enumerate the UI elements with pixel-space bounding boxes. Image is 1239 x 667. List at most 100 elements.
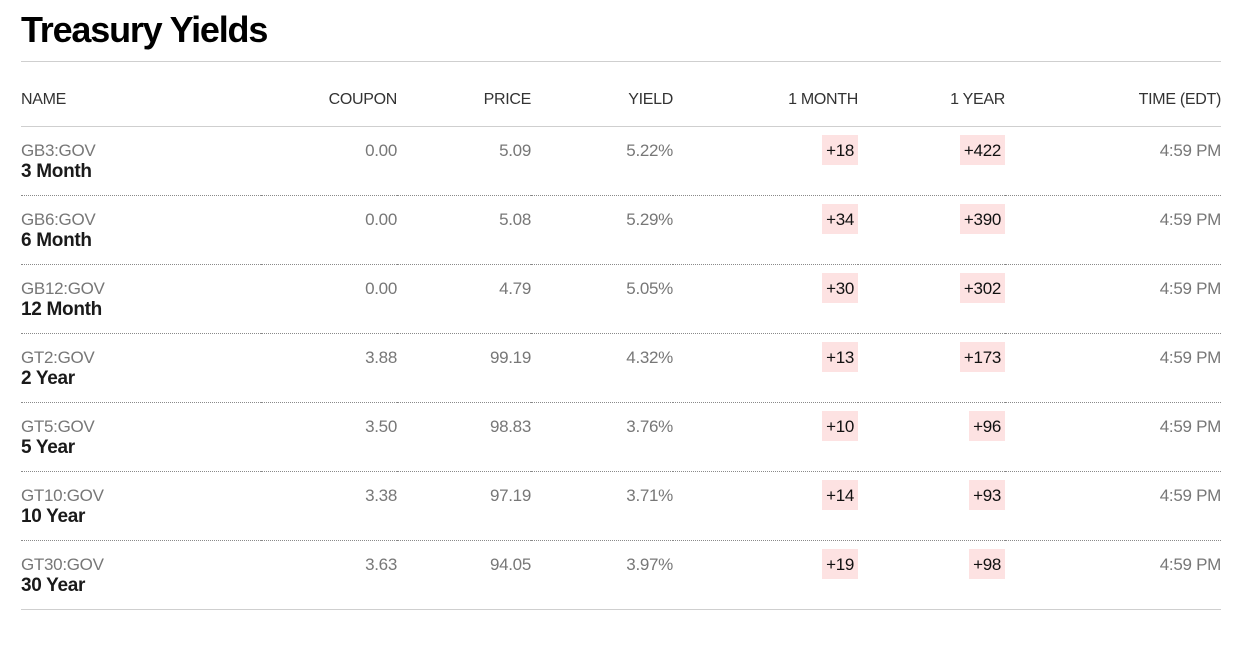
- one-year-cell: +302: [858, 264, 1005, 334]
- coupon-value: 0.00: [365, 209, 397, 229]
- yield-value: 4.32%: [626, 347, 673, 367]
- one-year-change-badge: +93: [969, 479, 1005, 510]
- one-year-change-badge: +98: [969, 548, 1005, 579]
- yield-cell: 3.97%: [531, 540, 673, 610]
- one-month-cell: +30: [673, 264, 858, 334]
- one-year-cell: +93: [858, 471, 1005, 541]
- ticker-link[interactable]: GT5:GOV: [21, 416, 95, 436]
- column-header-1-year[interactable]: 1 YEAR: [858, 62, 1005, 127]
- time-cell: 4:59 PM: [1005, 540, 1222, 610]
- table-row[interactable]: GT10:GOV 10 Year 3.38 97.19 3.71% +14 +9…: [21, 471, 1222, 541]
- price-value: 4.79: [499, 278, 531, 298]
- one-month-change-badge: +19: [822, 548, 858, 579]
- one-year-cell: +98: [858, 540, 1005, 610]
- security-name[interactable]: 12 Month: [21, 298, 102, 320]
- coupon-value: 0.00: [365, 140, 397, 160]
- ticker-link[interactable]: GT10:GOV: [21, 485, 104, 505]
- price-cell: 97.19: [397, 471, 531, 541]
- time-value: 4:59 PM: [1159, 278, 1222, 298]
- ticker-link[interactable]: GB12:GOV: [21, 278, 105, 298]
- column-header-name[interactable]: NAME: [21, 62, 261, 127]
- yield-cell: 5.05%: [531, 264, 673, 334]
- time-cell: 4:59 PM: [1005, 264, 1222, 334]
- security-cell[interactable]: GT2:GOV 2 Year: [21, 333, 261, 403]
- security-cell[interactable]: GT10:GOV 10 Year: [21, 471, 261, 541]
- security-name[interactable]: 3 Month: [21, 160, 92, 182]
- price-cell: 4.79: [397, 264, 531, 334]
- one-month-change-badge: +13: [822, 341, 858, 372]
- one-year-cell: +422: [858, 126, 1005, 196]
- time-value: 4:59 PM: [1159, 416, 1222, 436]
- price-cell: 5.09: [397, 126, 531, 196]
- table-row[interactable]: GT30:GOV 30 Year 3.63 94.05 3.97% +19 +9…: [21, 540, 1222, 610]
- coupon-cell: 3.38: [261, 471, 397, 541]
- yield-cell: 3.76%: [531, 402, 673, 472]
- column-header-coupon[interactable]: COUPON: [261, 62, 397, 127]
- yields-table: NAME COUPON PRICE YIELD 1 MONTH 1 YEAR T…: [21, 62, 1221, 610]
- yield-value: 3.76%: [626, 416, 673, 436]
- price-value: 99.19: [489, 347, 531, 367]
- security-name[interactable]: 10 Year: [21, 505, 86, 527]
- one-year-change-badge: +302: [959, 272, 1005, 303]
- coupon-value: 3.50: [365, 416, 397, 436]
- coupon-cell: 0.00: [261, 126, 397, 196]
- price-cell: 5.08: [397, 195, 531, 265]
- column-header-yield[interactable]: YIELD: [531, 62, 673, 127]
- security-cell[interactable]: GT30:GOV 30 Year: [21, 540, 261, 610]
- coupon-cell: 3.88: [261, 333, 397, 403]
- table-row[interactable]: GB6:GOV 6 Month 0.00 5.08 5.29% +34 +390…: [21, 195, 1222, 265]
- column-header-1-month[interactable]: 1 MONTH: [673, 62, 858, 127]
- table-row[interactable]: GB3:GOV 3 Month 0.00 5.09 5.22% +18 +422…: [21, 126, 1221, 196]
- column-header-time[interactable]: TIME (EDT): [1005, 62, 1221, 127]
- security-cell[interactable]: GB6:GOV 6 Month: [21, 195, 261, 265]
- ticker-link[interactable]: GB3:GOV: [21, 140, 96, 160]
- yield-value: 5.05%: [626, 278, 673, 298]
- one-year-cell: +173: [858, 333, 1005, 403]
- yield-cell: 4.32%: [531, 333, 673, 403]
- price-value: 97.19: [489, 485, 531, 505]
- security-name[interactable]: 6 Month: [21, 229, 92, 251]
- one-month-cell: +13: [673, 333, 858, 403]
- time-value: 4:59 PM: [1159, 209, 1222, 229]
- table-row[interactable]: GT5:GOV 5 Year 3.50 98.83 3.76% +10 +96 …: [21, 402, 1222, 472]
- security-cell[interactable]: GT5:GOV 5 Year: [21, 402, 261, 472]
- one-month-change-badge: +10: [822, 410, 858, 441]
- page-title: Treasury Yields: [21, 9, 268, 50]
- price-value: 98.83: [489, 416, 531, 436]
- yield-value: 5.22%: [626, 140, 673, 160]
- coupon-value: 0.00: [365, 278, 397, 298]
- one-month-cell: +10: [673, 402, 858, 472]
- one-month-change-badge: +14: [822, 479, 858, 510]
- security-cell[interactable]: GB12:GOV 12 Month: [21, 264, 261, 334]
- time-cell: 4:59 PM: [1005, 126, 1221, 196]
- one-month-change-badge: +30: [822, 272, 858, 303]
- security-cell[interactable]: GB3:GOV 3 Month: [21, 126, 261, 196]
- coupon-value: 3.63: [365, 554, 397, 574]
- table-row[interactable]: GB12:GOV 12 Month 0.00 4.79 5.05% +30 +3…: [21, 264, 1222, 334]
- price-value: 5.08: [499, 209, 531, 229]
- coupon-cell: 3.63: [261, 540, 397, 610]
- table-header-row: NAME COUPON PRICE YIELD 1 MONTH 1 YEAR T…: [21, 62, 1221, 127]
- security-name[interactable]: 5 Year: [21, 436, 75, 458]
- time-value: 4:59 PM: [1159, 485, 1222, 505]
- yield-value: 3.71%: [626, 485, 673, 505]
- yield-value: 3.97%: [626, 554, 673, 574]
- ticker-link[interactable]: GT30:GOV: [21, 554, 104, 574]
- coupon-cell: 0.00: [261, 195, 397, 265]
- ticker-link[interactable]: GT2:GOV: [21, 347, 95, 367]
- security-name[interactable]: 2 Year: [21, 367, 75, 389]
- time-value: 4:59 PM: [1159, 554, 1222, 574]
- one-year-change-badge: +390: [959, 203, 1005, 234]
- table-row[interactable]: GT2:GOV 2 Year 3.88 99.19 4.32% +13 +173…: [21, 333, 1221, 403]
- security-name[interactable]: 30 Year: [21, 574, 86, 596]
- yield-value: 5.29%: [626, 209, 673, 229]
- one-year-change-badge: +422: [959, 134, 1005, 165]
- column-header-price[interactable]: PRICE: [397, 62, 531, 127]
- title-divider: [21, 61, 1221, 62]
- price-cell: 99.19: [397, 333, 531, 403]
- ticker-link[interactable]: GB6:GOV: [21, 209, 96, 229]
- one-year-change-badge: +96: [969, 410, 1005, 441]
- one-year-cell: +96: [858, 402, 1005, 472]
- coupon-value: 3.88: [365, 347, 397, 367]
- time-cell: 4:59 PM: [1005, 333, 1221, 403]
